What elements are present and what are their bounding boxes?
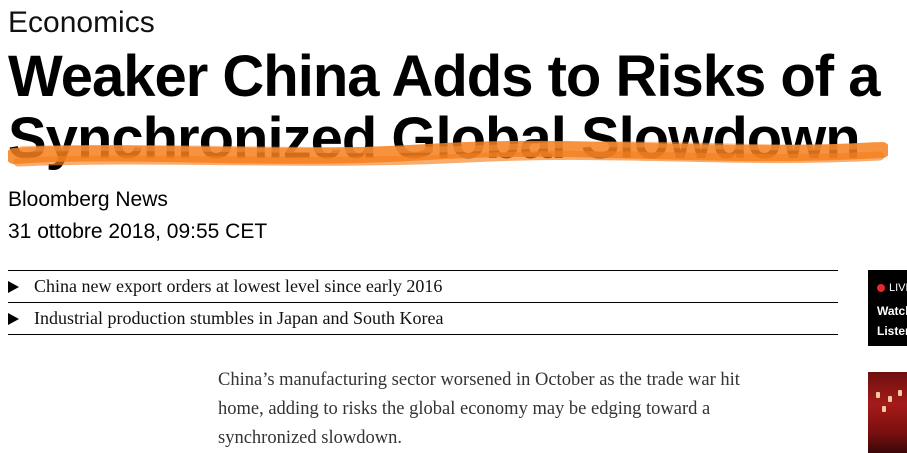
body-line: synchronized slowdown. <box>218 428 402 448</box>
section-link[interactable]: Economics <box>8 6 155 39</box>
author-link[interactable]: Bloomberg News <box>8 188 168 211</box>
publish-date: 31 ottobre 2018, 09:55 CET <box>8 220 268 243</box>
listen-link[interactable]: Listen <box>877 324 907 338</box>
list-item: China new export orders at lowest level … <box>8 271 838 303</box>
body-line: China’s manufacturing sector worsened in… <box>218 370 740 390</box>
live-label: LIVE <box>889 282 907 294</box>
body-line: home, adding to risks the global economy… <box>218 399 711 419</box>
live-dot-icon <box>877 284 885 292</box>
summary-bullets: China new export orders at lowest level … <box>8 270 838 335</box>
triangle-bullet-icon <box>8 313 19 325</box>
headline-line-1: Weaker China Adds to Risks of a <box>8 44 880 109</box>
bullet-text: Industrial production stumbles in Japan … <box>34 308 444 328</box>
article-body: China’s manufacturing sector worsened in… <box>218 366 818 453</box>
headline-line-2: Synchronized Global Slowdown <box>8 106 861 171</box>
headline: Weaker China Adds to Risks of a Synchron… <box>8 46 907 170</box>
list-item: Industrial production stumbles in Japan … <box>8 303 838 335</box>
sidebar-thumbnail-image[interactable] <box>868 372 907 453</box>
triangle-bullet-icon <box>8 281 19 293</box>
live-media-panel[interactable]: LIVE Watch Listen <box>868 270 907 346</box>
bullet-text: China new export orders at lowest level … <box>34 276 443 296</box>
watch-link[interactable]: Watch <box>877 304 907 318</box>
